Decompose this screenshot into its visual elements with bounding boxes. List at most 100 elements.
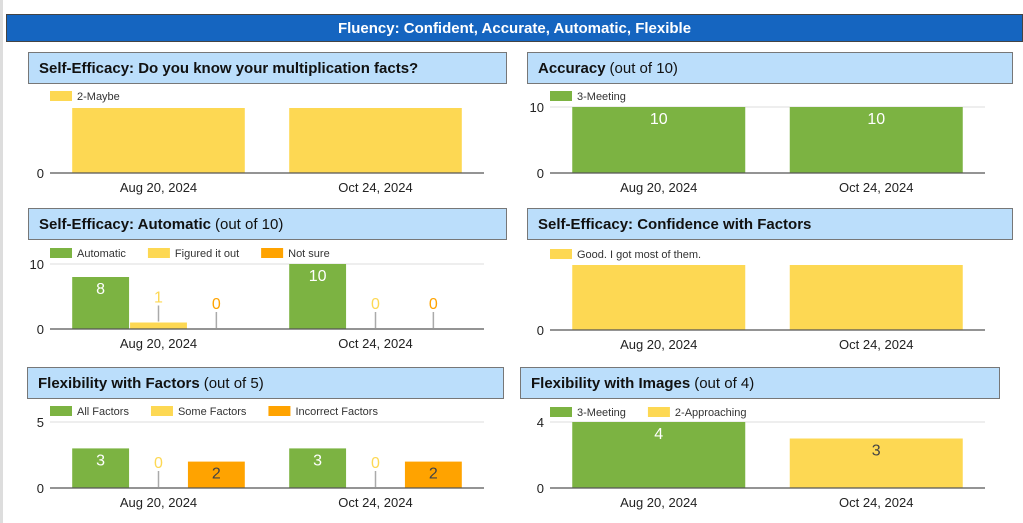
x-tick-label: Oct 24, 2024 bbox=[839, 337, 913, 352]
y-tick-label: 10 bbox=[530, 100, 544, 115]
legend-swatch bbox=[147, 248, 170, 258]
y-tick-label: 0 bbox=[537, 166, 544, 181]
legend-label: 3-Meeting bbox=[577, 407, 626, 419]
chart-5: 3-Meeting 2-Approaching 0 4 4 Aug 20, 2024 3 Oc… bbox=[537, 407, 985, 510]
panel-title-accuracy: Accuracy (out of 10) bbox=[527, 52, 1013, 84]
data-label: 10 bbox=[867, 111, 885, 128]
bar bbox=[289, 264, 347, 329]
bar bbox=[72, 108, 245, 173]
bar bbox=[72, 448, 130, 488]
x-tick-label: Oct 24, 2024 bbox=[839, 495, 913, 510]
y-tick-label: 0 bbox=[37, 481, 44, 496]
legend-swatch bbox=[50, 406, 72, 416]
x-tick-label: Oct 24, 2024 bbox=[839, 180, 913, 195]
data-label: 0 bbox=[371, 296, 380, 313]
y-tick-label: 0 bbox=[537, 481, 544, 496]
panel-title-flex-images: Flexibility with Images (out of 4) bbox=[520, 367, 1000, 399]
bar bbox=[572, 265, 746, 330]
legend-swatch bbox=[550, 407, 572, 417]
x-tick-label: Aug 20, 2024 bbox=[620, 180, 697, 195]
bar bbox=[572, 107, 746, 173]
panel-title-automatic: Self-Efficacy: Automatic (out of 10) bbox=[28, 208, 507, 240]
panel-title-multiplication-facts: Self-Efficacy: Do you know your multipli… bbox=[28, 52, 507, 84]
bar bbox=[789, 107, 963, 173]
data-label: 3 bbox=[872, 443, 881, 460]
bar bbox=[289, 448, 347, 488]
panel-title-flex-factors: Flexibility with Factors (out of 5) bbox=[27, 367, 504, 399]
x-tick-label: Oct 24, 2024 bbox=[338, 180, 412, 195]
bar bbox=[404, 461, 462, 488]
bar bbox=[789, 265, 963, 330]
legend-label: Incorrect Factors bbox=[295, 406, 378, 418]
title-bold: Self-Efficacy: Do you know your multipli… bbox=[39, 59, 419, 77]
x-tick-label: Aug 20, 2024 bbox=[620, 337, 697, 352]
y-tick-label: 0 bbox=[37, 166, 44, 181]
legend-swatch bbox=[50, 91, 72, 101]
y-tick-label: 5 bbox=[37, 415, 44, 430]
legend-swatch bbox=[50, 248, 72, 258]
legend-label: All Factors bbox=[77, 406, 129, 418]
chart-3: Good. I got most of them. 0 Aug 20, 2024 Oc… bbox=[537, 249, 985, 352]
chart-1: 3-Meeting 0 10 10 Aug 20, 2024 10 Oct 24, 2024 bbox=[530, 91, 985, 195]
bar bbox=[72, 277, 130, 329]
legend-label: Automatic bbox=[77, 248, 126, 260]
title-rest: (out of 4) bbox=[694, 374, 755, 392]
x-tick-label: Aug 20, 2024 bbox=[620, 495, 697, 510]
data-label: 10 bbox=[650, 111, 668, 128]
dashboard-header: Fluency: Confident, Accurate, Automatic,… bbox=[6, 14, 1023, 42]
title-bold: Accuracy bbox=[538, 59, 606, 77]
data-label: 2 bbox=[429, 466, 438, 483]
data-label: 8 bbox=[96, 281, 105, 298]
legend-swatch bbox=[550, 91, 572, 101]
y-tick-label: 4 bbox=[537, 415, 544, 430]
x-tick-label: Aug 20, 2024 bbox=[120, 336, 197, 351]
data-label: 0 bbox=[154, 455, 163, 472]
legend-label: 3-Meeting bbox=[577, 91, 626, 103]
legend-label: Not sure bbox=[288, 248, 330, 260]
x-tick-label: Oct 24, 2024 bbox=[338, 495, 412, 510]
title-rest: (out of 10) bbox=[214, 215, 284, 233]
bar bbox=[289, 108, 462, 173]
data-label: 1 bbox=[154, 290, 163, 307]
legend-swatch bbox=[261, 248, 284, 258]
legend-swatch bbox=[550, 249, 572, 259]
chart-4: All Factors Some Factors Incorrect Factors… bbox=[37, 406, 484, 510]
legend-swatch bbox=[150, 406, 173, 416]
y-tick-label: 0 bbox=[537, 323, 544, 338]
x-tick-label: Aug 20, 2024 bbox=[120, 180, 197, 195]
legend-label: Some Factors bbox=[178, 406, 247, 418]
y-tick-label: 10 bbox=[30, 257, 44, 272]
title-bold: Flexibility with Factors bbox=[38, 374, 200, 392]
legend-label: Figured it out bbox=[175, 248, 239, 260]
data-label: 4 bbox=[654, 426, 663, 443]
chart-0: 2-Maybe 0 Aug 20, 2024 Oct 24, 2024 bbox=[37, 91, 484, 195]
data-label: 2 bbox=[212, 466, 221, 483]
data-label: 10 bbox=[309, 268, 327, 285]
bar bbox=[187, 461, 245, 488]
data-label: 0 bbox=[212, 296, 221, 313]
legend-swatch bbox=[647, 407, 670, 417]
legend-label: Good. I got most of them. bbox=[577, 249, 701, 261]
data-label: 0 bbox=[429, 296, 438, 313]
title-bold: Flexibility with Images bbox=[531, 374, 691, 392]
legend-label: 2-Maybe bbox=[77, 91, 120, 103]
bar bbox=[572, 422, 746, 488]
legend-swatch bbox=[268, 406, 291, 416]
title-rest: (out of 5) bbox=[203, 374, 264, 392]
bar bbox=[130, 322, 187, 329]
title-bold: Self-Efficacy: Confidence with Factors bbox=[538, 215, 812, 233]
y-tick-label: 0 bbox=[37, 322, 44, 337]
x-tick-label: Oct 24, 2024 bbox=[338, 336, 412, 351]
bar bbox=[789, 438, 963, 488]
title-rest: (out of 10) bbox=[609, 59, 678, 77]
left-edge bbox=[0, 0, 3, 523]
data-label: 3 bbox=[313, 452, 322, 469]
data-label: 3 bbox=[96, 452, 105, 469]
legend-label: 2-Approaching bbox=[675, 407, 747, 419]
title-bold: Self-Efficacy: Automatic bbox=[39, 215, 211, 233]
x-tick-label: Aug 20, 2024 bbox=[120, 495, 197, 510]
data-label: 0 bbox=[371, 455, 380, 472]
panel-title-confidence-factors: Self-Efficacy: Confidence with Factors bbox=[527, 208, 1013, 240]
